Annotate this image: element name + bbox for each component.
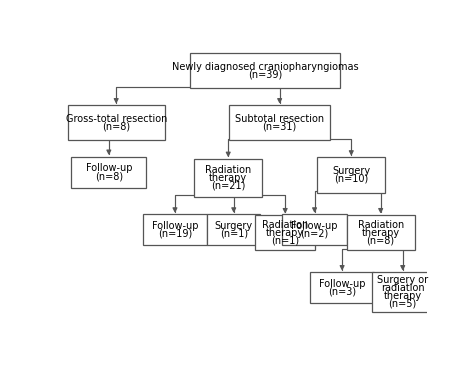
Text: (n=5): (n=5) xyxy=(389,299,417,309)
FancyBboxPatch shape xyxy=(194,159,262,197)
FancyBboxPatch shape xyxy=(67,105,165,141)
FancyBboxPatch shape xyxy=(143,214,207,246)
FancyBboxPatch shape xyxy=(317,157,385,193)
Text: Surgery: Surgery xyxy=(332,166,370,176)
FancyBboxPatch shape xyxy=(283,214,346,246)
Text: (n=8): (n=8) xyxy=(366,236,395,246)
FancyBboxPatch shape xyxy=(190,53,340,88)
Text: (n=39): (n=39) xyxy=(248,70,282,80)
Text: Follow-up: Follow-up xyxy=(319,279,365,289)
Text: Radiation: Radiation xyxy=(357,220,404,230)
Text: Follow-up: Follow-up xyxy=(292,221,338,231)
Text: Subtotal resection: Subtotal resection xyxy=(235,114,324,124)
Text: Surgery: Surgery xyxy=(215,221,253,231)
Text: Follow-up: Follow-up xyxy=(152,221,198,231)
FancyBboxPatch shape xyxy=(310,272,374,303)
Text: (n=1): (n=1) xyxy=(271,236,299,246)
Text: therapy: therapy xyxy=(362,228,400,238)
Text: therapy: therapy xyxy=(383,291,422,301)
Text: Radiation: Radiation xyxy=(262,220,308,230)
Text: (n=2): (n=2) xyxy=(301,229,328,239)
FancyBboxPatch shape xyxy=(229,105,330,141)
FancyBboxPatch shape xyxy=(255,215,316,250)
Text: (n=8): (n=8) xyxy=(102,122,130,132)
FancyBboxPatch shape xyxy=(207,214,260,246)
Text: Radiation: Radiation xyxy=(205,165,251,175)
Text: therapy: therapy xyxy=(209,173,247,183)
Text: radiation: radiation xyxy=(381,283,425,293)
FancyBboxPatch shape xyxy=(71,157,146,188)
Text: Newly diagnosed craniopharyngiomas: Newly diagnosed craniopharyngiomas xyxy=(172,62,358,72)
FancyBboxPatch shape xyxy=(346,215,415,250)
FancyBboxPatch shape xyxy=(373,272,433,312)
Text: (n=31): (n=31) xyxy=(263,122,297,132)
Text: (n=8): (n=8) xyxy=(95,171,123,181)
Text: therapy: therapy xyxy=(266,228,304,238)
Text: Surgery or: Surgery or xyxy=(377,275,428,285)
Text: (n=21): (n=21) xyxy=(211,181,246,191)
Text: (n=3): (n=3) xyxy=(328,287,356,296)
Text: Follow-up: Follow-up xyxy=(86,163,132,173)
Text: (n=19): (n=19) xyxy=(158,229,192,239)
Text: Gross-total resection: Gross-total resection xyxy=(65,114,167,124)
Text: (n=10): (n=10) xyxy=(334,174,368,184)
Text: (n=1): (n=1) xyxy=(219,229,248,239)
